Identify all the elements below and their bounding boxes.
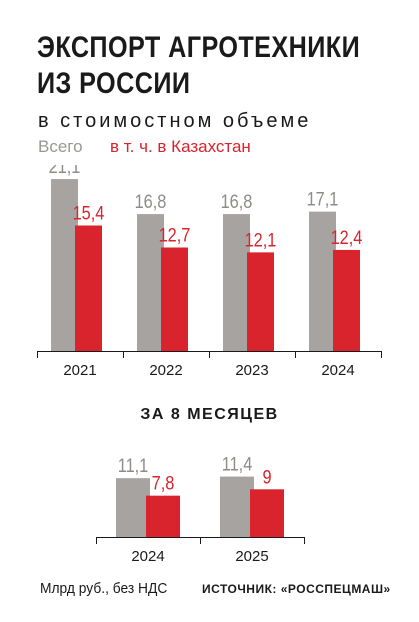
value-label-total-2025: 11,4 bbox=[222, 453, 253, 474]
bar-total-2024 bbox=[309, 211, 336, 351]
annual-bar-chart: 21,1 15,4 2021 16,8 12,7 2022 16,8 12,1 2023 17,1… bbox=[37, 165, 382, 379]
bar-kazakhstan-2025 bbox=[250, 489, 284, 537]
value-label-total-2023: 16,8 bbox=[221, 191, 253, 212]
x-tick-label-2024: 2024 bbox=[321, 362, 354, 379]
chart-subtitle: в стоимостном объеме bbox=[38, 110, 312, 132]
units-note: Млрд руб., без НДС bbox=[40, 580, 168, 597]
x-tick-label-2021: 2021 bbox=[63, 362, 96, 379]
value-label-kazakhstan-2021: 15,4 bbox=[73, 202, 105, 223]
title-line-1: ЭКСПОРТ АГРОТЕХНИКИ bbox=[37, 31, 361, 64]
x-tick-label-2024: 2024 bbox=[131, 548, 164, 565]
bar-total-2023 bbox=[223, 214, 250, 351]
value-label-kazakhstan-2022: 12,7 bbox=[159, 224, 191, 245]
bar-kazakhstan-2023 bbox=[247, 252, 274, 351]
section-title-8-months: ЗА 8 МЕСЯЦЕВ bbox=[140, 406, 279, 423]
title-line-2: ИЗ РОССИИ bbox=[37, 67, 191, 100]
value-label-total-2024: 17,1 bbox=[307, 188, 339, 209]
bar-kazakhstan-2021 bbox=[75, 225, 102, 351]
value-label-kazakhstan-2025: 9 bbox=[262, 466, 271, 487]
value-label-total-2024: 11,1 bbox=[118, 455, 149, 476]
bar-total-2021 bbox=[51, 179, 78, 351]
value-label-total-2021: 21,1 bbox=[49, 165, 81, 177]
chart-title: ЭКСПОРТ АГРОТЕХНИКИ ИЗ РОССИИ bbox=[37, 30, 360, 102]
bar-total-2024 bbox=[116, 478, 150, 537]
x-tick-label-2025: 2025 bbox=[235, 548, 268, 565]
value-label-total-2022: 16,8 bbox=[135, 191, 167, 212]
legend-total: Всего bbox=[38, 137, 83, 156]
value-label-kazakhstan-2023: 12,1 bbox=[245, 229, 277, 250]
bar-kazakhstan-2022 bbox=[161, 247, 188, 351]
legend-kazakhstan: в т. ч. в Казахстан bbox=[110, 137, 251, 156]
bar-kazakhstan-2024 bbox=[146, 495, 180, 537]
bar-total-2025 bbox=[220, 476, 254, 537]
value-label-kazakhstan-2024: 7,8 bbox=[152, 473, 175, 494]
x-tick-label-2023: 2023 bbox=[235, 362, 268, 379]
source-note: ИСТОЧНИК: «РОССПЕЦМАШ» bbox=[202, 582, 391, 596]
x-tick-label-2022: 2022 bbox=[149, 362, 182, 379]
bar-kazakhstan-2024 bbox=[333, 249, 360, 351]
eight-months-bar-chart: 11,17,8 2024 11,4 9 2025 bbox=[96, 453, 305, 565]
value-label-kazakhstan-2024: 12,4 bbox=[331, 227, 363, 248]
bar-total-2022 bbox=[137, 214, 164, 351]
